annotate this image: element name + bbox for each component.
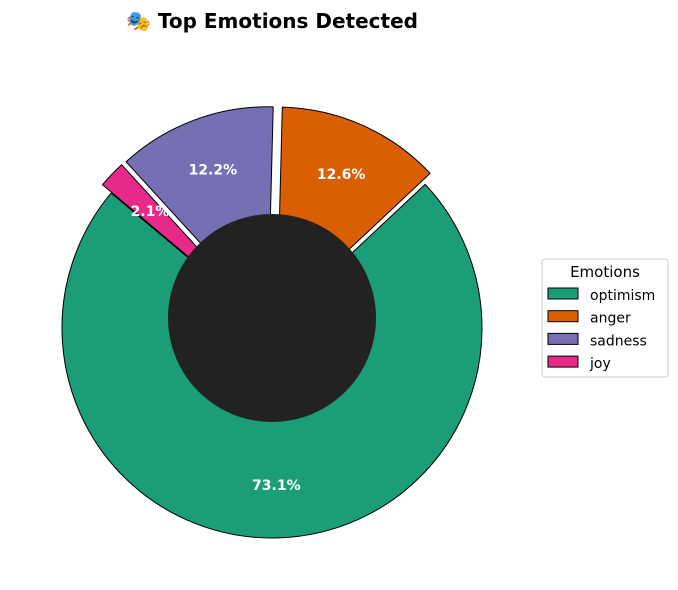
legend-label-anger: anger: [590, 311, 631, 327]
legend: Emotions optimism anger sadness joy: [541, 258, 669, 378]
slice-label-sadness: 12.2%: [189, 163, 238, 179]
legend-label-optimism: optimism: [590, 288, 655, 304]
slice-label-anger: 12.6%: [317, 167, 366, 183]
legend-label-sadness: sadness: [590, 333, 647, 349]
chart-title: 🎭 Top Emotions Detected: [126, 9, 418, 33]
legend-swatch-anger: [547, 310, 579, 323]
legend-swatch-joy: [547, 355, 579, 368]
legend-items: optimism anger sadness joy: [547, 287, 655, 372]
donut-hole: [168, 214, 376, 422]
slice-labels: 73.1% 12.6% 12.2% 2.1%: [131, 163, 366, 494]
legend-swatch-sadness: [547, 332, 579, 345]
slice-label-joy: 2.1%: [131, 204, 170, 220]
legend-title: Emotions: [570, 263, 640, 281]
slice-label-optimism: 73.1%: [252, 478, 301, 494]
legend-label-joy: joy: [589, 356, 611, 372]
legend-swatch-optimism: [547, 287, 579, 300]
